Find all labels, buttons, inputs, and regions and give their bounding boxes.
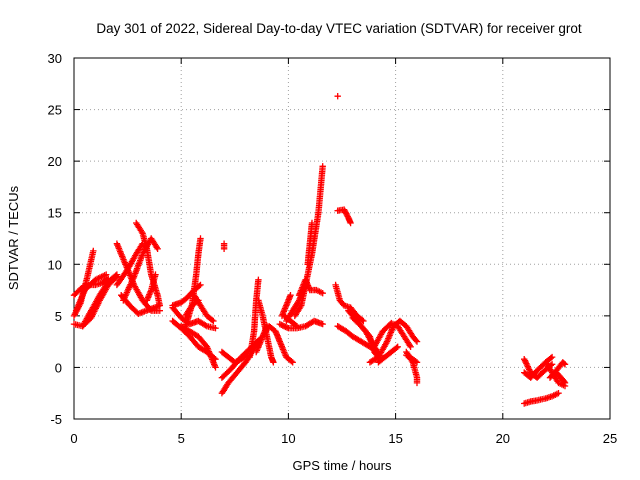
data-point-markers (375, 343, 401, 366)
y-tick-label: 15 (48, 206, 62, 221)
y-tick-label: 30 (48, 51, 62, 66)
data-point-markers (72, 271, 110, 314)
plot-frame (73, 57, 611, 420)
data-point-markers (295, 276, 326, 299)
y-tick-label: 25 (48, 103, 62, 118)
x-tick-labels: 0 5 10 15 20 25 (70, 431, 617, 446)
y-tick-label: 20 (48, 154, 62, 169)
y-tick-label: 0 (55, 360, 62, 375)
data-points (70, 93, 569, 407)
data-point-markers (334, 206, 354, 227)
series-track (334, 93, 341, 100)
y-tick-label: -5 (50, 412, 62, 427)
data-point-markers (332, 281, 367, 325)
series-track (246, 276, 262, 361)
data-point-markers (190, 292, 217, 325)
series-track (304, 219, 316, 268)
series-track (276, 317, 326, 332)
series-track (218, 348, 249, 366)
data-point-markers (334, 93, 341, 100)
series-track (220, 240, 228, 252)
series-track (169, 304, 219, 332)
series-track (190, 292, 217, 325)
axis-ticks (73, 57, 611, 420)
series-track (72, 271, 110, 314)
x-tick-label: 25 (603, 431, 617, 446)
series-track (255, 297, 277, 366)
data-point-markers (255, 297, 277, 366)
series-track (553, 369, 569, 387)
series-track (371, 319, 414, 350)
y-tick-labels: -5 0 5 10 15 20 25 30 (48, 51, 62, 427)
x-tick-label: 15 (388, 431, 402, 446)
data-point-markers (349, 314, 382, 361)
x-axis-label: GPS time / hours (293, 458, 392, 473)
y-tick-label: 5 (55, 309, 62, 324)
data-point-markers (371, 319, 414, 350)
x-tick-label: 10 (281, 431, 295, 446)
x-tick-label: 0 (70, 431, 77, 446)
data-point-markers (403, 351, 421, 366)
data-point-markers (169, 304, 219, 332)
series-track (375, 343, 401, 366)
series-track (521, 390, 562, 407)
data-point-markers (246, 276, 262, 361)
y-axis-label: SDTVAR / TECUs (6, 185, 21, 290)
series-track (79, 273, 121, 330)
y-tick-label: 10 (48, 257, 62, 272)
x-tick-label: 20 (496, 431, 510, 446)
series-track (403, 351, 421, 366)
series-track (295, 276, 326, 299)
series-track (334, 206, 354, 227)
data-point-markers (218, 348, 249, 366)
data-point-markers (79, 273, 121, 330)
data-point-markers (553, 369, 569, 387)
chart-title: Day 301 of 2022, Sidereal Day-to-day VTE… (96, 21, 581, 36)
data-point-markers (276, 317, 326, 332)
series-track (349, 314, 382, 361)
data-point-markers (143, 271, 159, 304)
x-tick-label: 5 (178, 431, 185, 446)
data-point-markers (521, 390, 562, 407)
data-point-markers (304, 219, 316, 268)
data-point-markers (220, 240, 228, 252)
series-track (332, 281, 367, 325)
series-track (143, 271, 159, 304)
